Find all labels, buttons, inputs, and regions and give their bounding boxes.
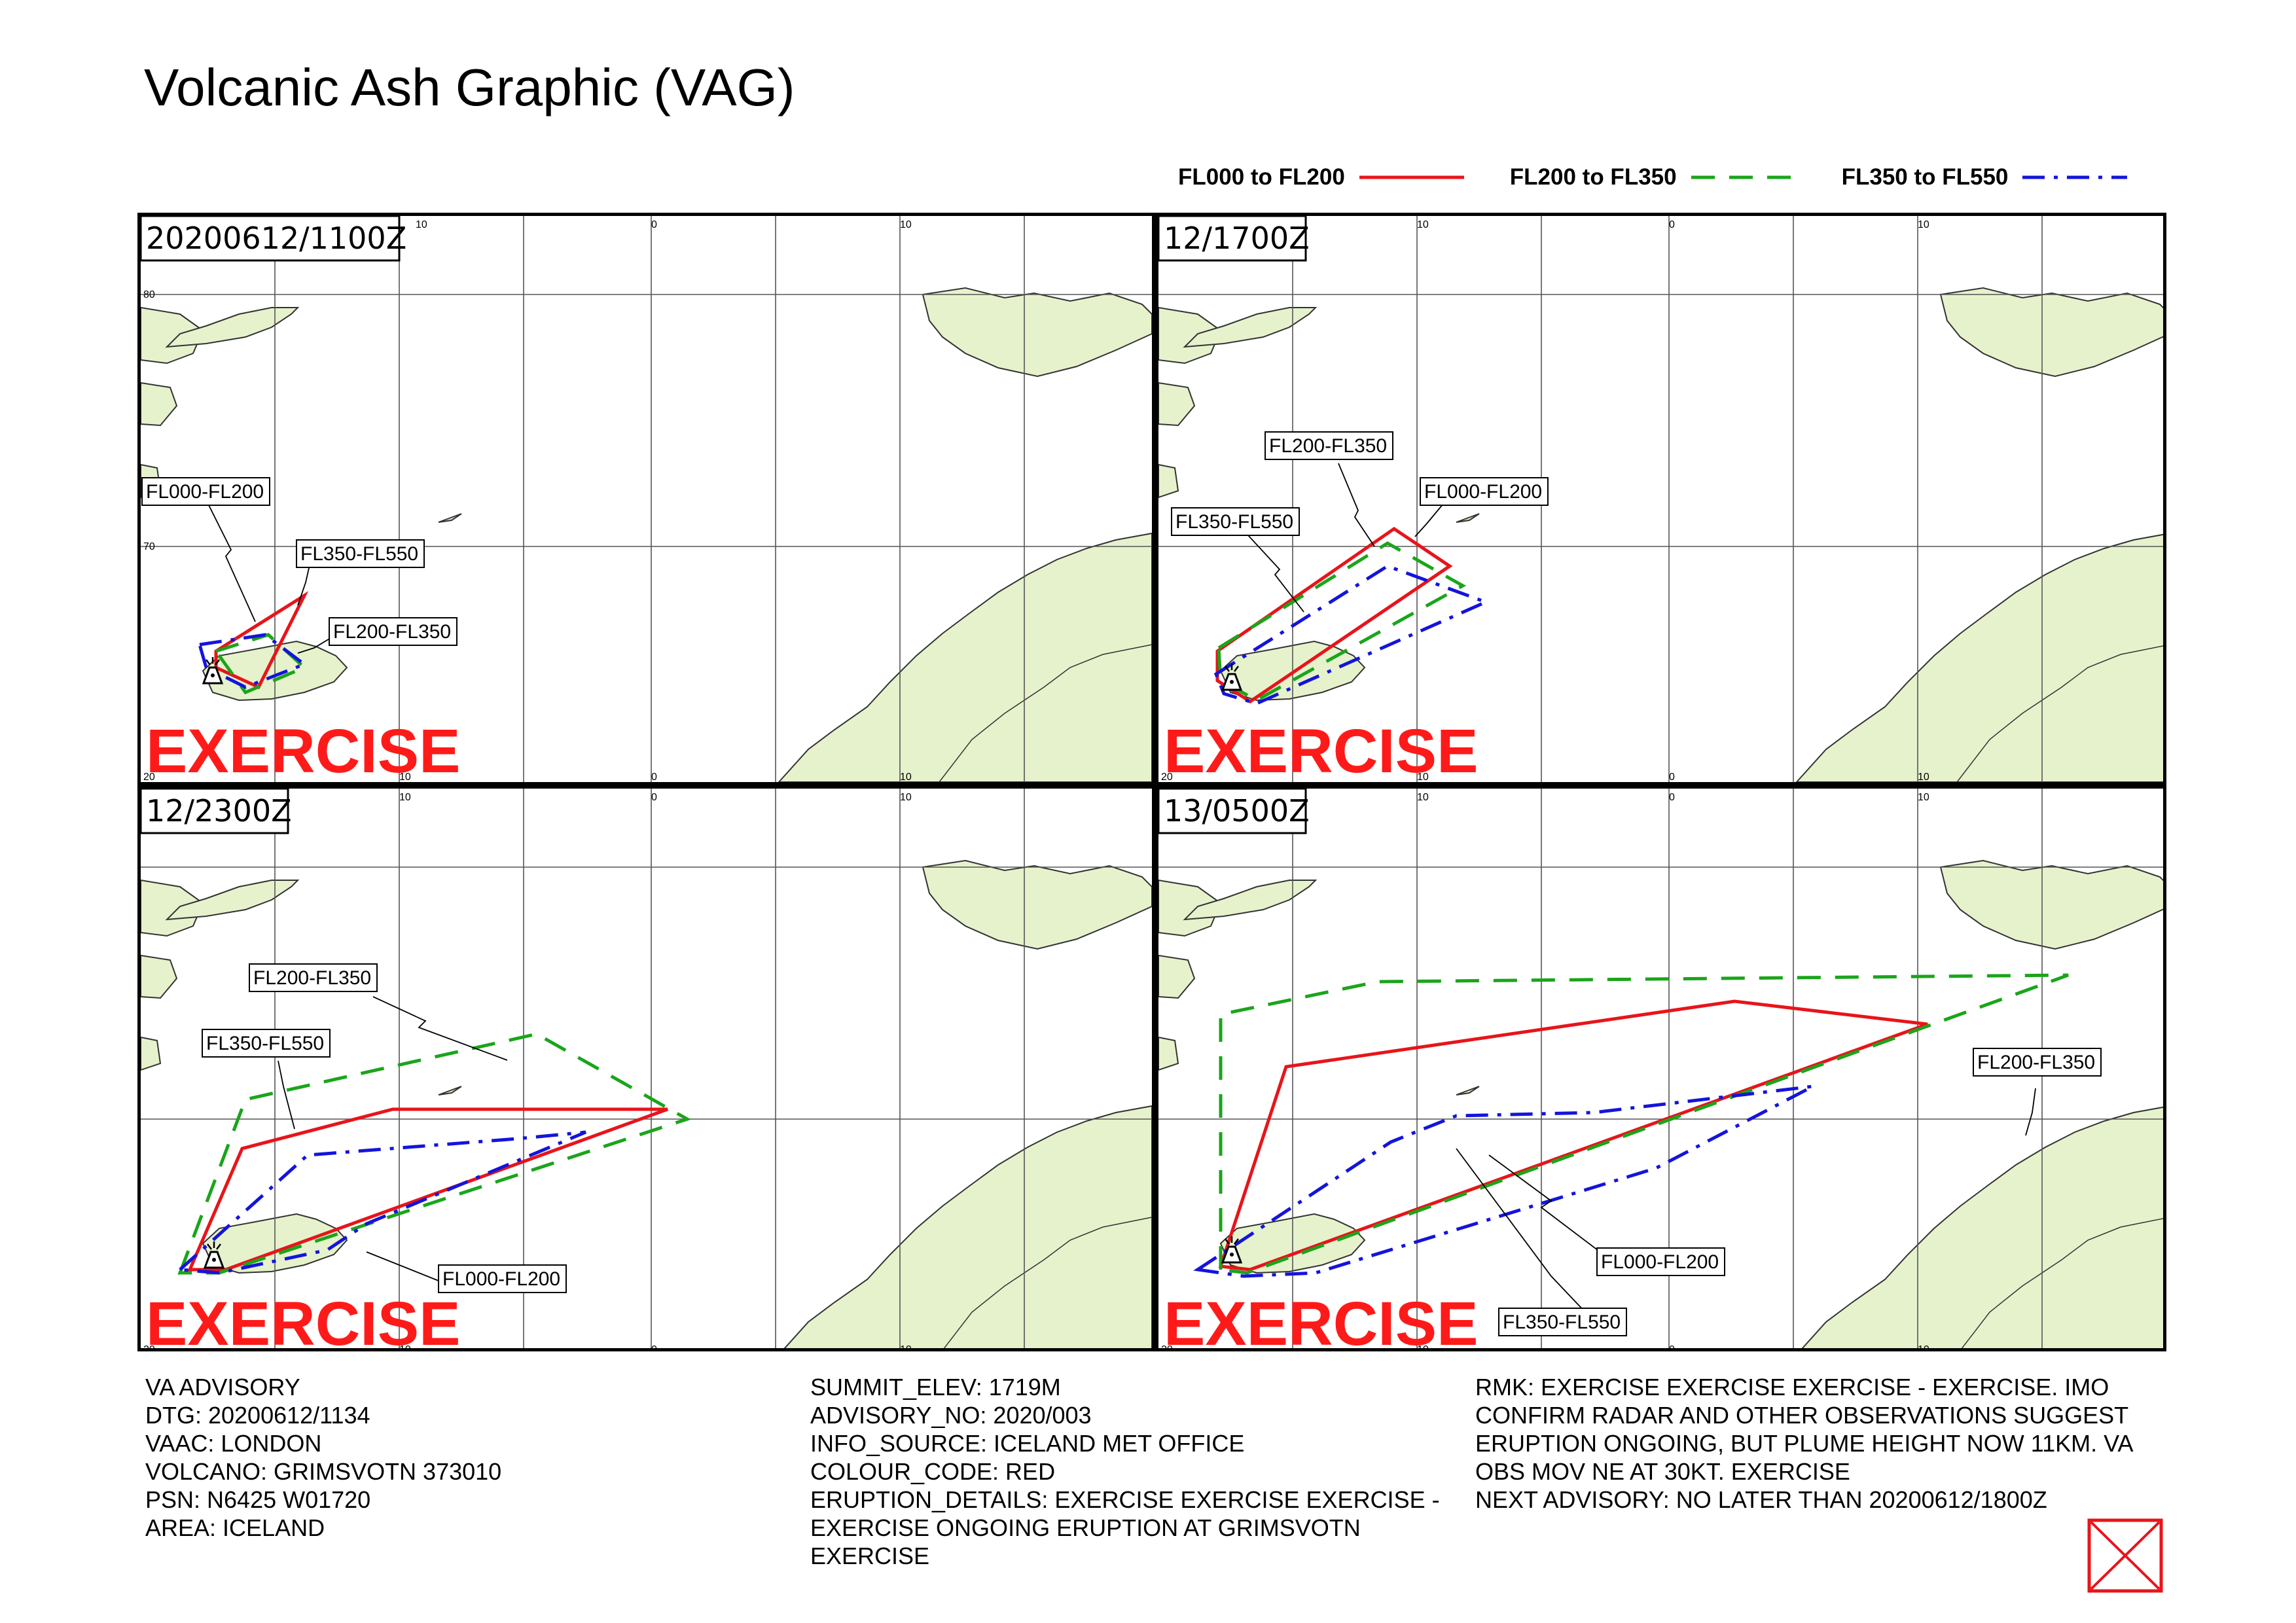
label-fl200-fl350: FL200-FL350	[1269, 435, 1387, 457]
advisory-line: VA ADVISORY	[145, 1374, 300, 1400]
label-fl200-fl350: FL200-FL350	[333, 621, 451, 643]
grid-label-top: 10	[1918, 219, 1929, 230]
label-fl200-fl350: FL200-FL350	[253, 967, 371, 989]
advisory-column-1: VA ADVISORY DTG: 20200612/1134 VAAC: LON…	[145, 1373, 793, 1542]
grid-label-bottom: 10	[900, 1344, 912, 1351]
panel-3: 10 0 10 20 10 0 10 FL200-FL350 FL3	[141, 787, 1153, 1351]
panel-time-label: 13/0500Z	[1164, 793, 1310, 829]
label-fl350-fl550: FL350-FL550	[1503, 1311, 1621, 1333]
grid-label-top: 0	[1669, 792, 1675, 803]
label-fl350-fl550: FL350-FL550	[1175, 511, 1293, 533]
grid-label-bottom: 20	[1161, 772, 1173, 783]
grid-label-bottom: 20	[143, 1344, 155, 1351]
grid-label-top: 0	[651, 219, 657, 230]
advisory-line: DTG: 20200612/1134	[145, 1402, 370, 1429]
grid-label-bottom: 10	[1918, 1344, 1929, 1351]
label-fl200-fl350: FL200-FL350	[1977, 1052, 2095, 1073]
grid-label-top: 10	[399, 792, 411, 803]
label-fl000-fl200: FL000-FL200	[1601, 1251, 1719, 1273]
grid-label-top: 0	[651, 792, 657, 803]
ash-area-fl350-fl550	[1193, 1084, 1814, 1278]
panel-time-label: 12/1700Z	[1164, 221, 1310, 256]
label-fl350-fl550: FL350-FL550	[300, 543, 418, 565]
grid-label-bottom: 0	[1669, 772, 1675, 783]
advisory-column-3: RMK: EXERCISE EXERCISE EXERCISE - EXERCI…	[1475, 1373, 2169, 1514]
legend-label: FL000 to FL200	[1178, 164, 1345, 190]
ash-area-fl000-fl200	[187, 1107, 668, 1272]
eruption-details: ERUPTION_DETAILS: EXERCISE EXERCISE EXER…	[810, 1486, 1440, 1569]
grid-label-bottom: 10	[1918, 772, 1929, 783]
advisory-column-2: SUMMIT_ELEV: 1719M ADVISORY_NO: 2020/003…	[810, 1373, 1465, 1570]
advisory-line: COLOUR_CODE: RED	[810, 1458, 1056, 1485]
advisory-line: AREA: ICELAND	[145, 1514, 325, 1541]
advisory-line: VAAC: LONDON	[145, 1430, 322, 1457]
grid-label-top: 10	[1417, 219, 1429, 230]
ash-area-fl200-fl350	[1219, 973, 2069, 1275]
ash-area-fl000-fl200	[1218, 999, 1928, 1272]
panel-time-label: 12/2300Z	[146, 793, 292, 829]
red-x-box-icon	[2087, 1518, 2163, 1593]
grid-label-bottom: 10	[1417, 1344, 1429, 1351]
legend-line-solid-red	[1359, 175, 1464, 179]
legend-item-fl200-fl350: FL200 to FL350	[1510, 164, 1796, 190]
grid-label-bottom: 10	[900, 772, 912, 783]
legend-item-fl350-fl550: FL350 to FL550	[1842, 164, 2128, 190]
grid-label-bottom: 10	[1417, 772, 1429, 783]
panel-1: 10 0 10 80 70 20 10 0 10 FL000-FL200	[141, 216, 1153, 786]
advisory-line: VOLCANO: GRIMSVOTN 373010	[145, 1458, 502, 1485]
label-fl000-fl200: FL000-FL200	[442, 1268, 560, 1290]
grid-label-bottom: 0	[1669, 1344, 1675, 1351]
grid-label-bottom: 20	[143, 772, 155, 783]
panel-4: 10 0 10 20 10 0 10 FL200-FL350 FL0	[1157, 787, 2163, 1351]
grid-label-top: 10	[900, 219, 912, 230]
grid-label-top: 0	[1669, 219, 1675, 230]
panel-time-label: 20200612/1100Z	[146, 221, 406, 256]
advisory-line: ADVISORY_NO: 2020/003	[810, 1402, 1092, 1429]
map-panels: 10 0 10 80 70 20 10 0 10 FL000-FL200	[137, 213, 2166, 1351]
map-grid-svg: 10 0 10 80 70 20 10 0 10 FL000-FL200	[141, 216, 2163, 1351]
label-fl000-fl200: FL000-FL200	[1424, 481, 1542, 503]
exercise-watermark: EXERCISE	[146, 1289, 460, 1351]
exercise-watermark: EXERCISE	[146, 717, 460, 786]
legend-label: FL200 to FL350	[1509, 164, 1677, 190]
exercise-watermark: EXERCISE	[1164, 717, 1478, 786]
legend-item-fl000-fl200: FL000 to FL200	[1178, 164, 1464, 190]
exercise-watermark: EXERCISE	[1164, 1289, 1478, 1351]
remarks: RMK: EXERCISE EXERCISE EXERCISE - EXERCI…	[1475, 1374, 2132, 1485]
ash-area-fl350-fl550	[197, 633, 308, 689]
legend-label: FL350 to FL550	[1841, 164, 2009, 190]
grid-label-left: 80	[143, 289, 155, 300]
next-advisory: NEXT ADVISORY: NO LATER THAN 20200612/18…	[1475, 1486, 2047, 1513]
page-title: Volcanic Ash Graphic (VAG)	[144, 58, 795, 116]
legend-line-dashed-green	[1691, 175, 1796, 179]
grid-label-bottom: 0	[651, 772, 657, 783]
grid-label-top: 10	[900, 792, 912, 803]
grid-label-bottom: 20	[1161, 1344, 1173, 1351]
advisory-line: PSN: N6425 W01720	[145, 1486, 371, 1513]
grid-label-bottom: 0	[651, 1344, 657, 1351]
legend-line-dashdot-blue	[2022, 175, 2128, 179]
panel-divider-horizontal	[141, 782, 2163, 789]
label-fl350-fl550: FL350-FL550	[206, 1033, 324, 1054]
legend: FL000 to FL200 FL200 to FL350 FL350 to F…	[1178, 160, 2173, 194]
ash-area-fl200-fl350	[1217, 541, 1467, 702]
grid-label-top: 10	[416, 219, 427, 230]
label-fl000-fl200: FL000-FL200	[146, 481, 264, 503]
advisory-line: INFO_SOURCE: ICELAND MET OFFICE	[810, 1430, 1245, 1457]
grid-label-bottom: 10	[399, 772, 411, 783]
grid-label-top: 10	[1918, 792, 1929, 803]
panel-2: 10 0 10 20 10 0 10 FL200-FL350 FL0	[1157, 216, 2163, 786]
grid-label-bottom: 10	[399, 1344, 411, 1351]
grid-label-top: 10	[1417, 792, 1429, 803]
advisory-line: SUMMIT_ELEV: 1719M	[810, 1374, 1061, 1400]
grid-label-left: 70	[143, 541, 155, 552]
